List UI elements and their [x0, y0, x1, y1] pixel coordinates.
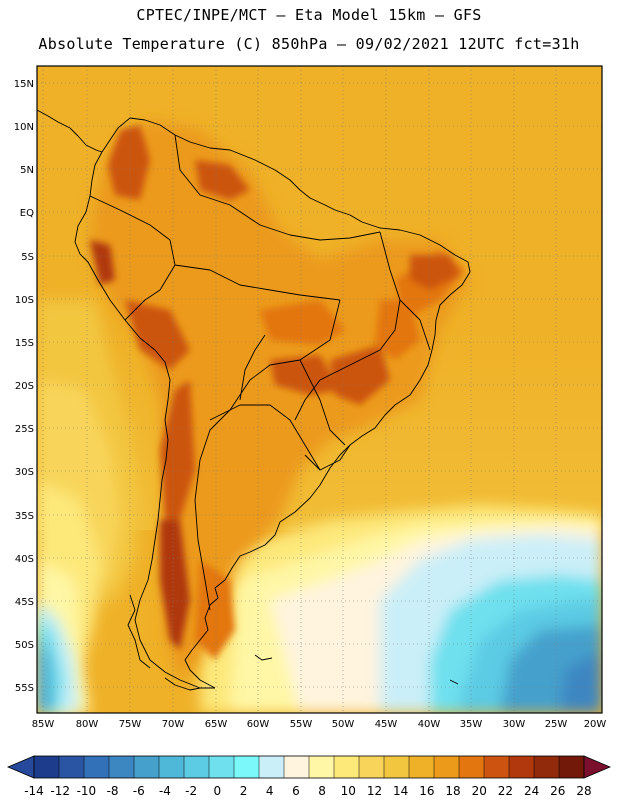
- colorbar-label: 24: [524, 784, 539, 798]
- lat-label: 50S: [15, 640, 34, 651]
- lat-label: 30S: [15, 467, 34, 478]
- colorbar-swatch: [209, 756, 235, 778]
- colorbar-swatch: [484, 756, 510, 778]
- lat-label: 10N: [14, 122, 34, 133]
- lon-label: 20W: [584, 719, 607, 730]
- lon-label: 45W: [375, 719, 398, 730]
- colorbar-swatch: [409, 756, 435, 778]
- colorbar-label: 18: [445, 784, 460, 798]
- colorbar-swatch: [59, 756, 85, 778]
- colorbar-label: -2: [185, 784, 197, 798]
- lat-label: 15S: [15, 338, 34, 349]
- lat-label: 40S: [15, 554, 34, 565]
- temperature-field: [37, 66, 602, 713]
- longitude-axis: 85W 80W 75W 70W 65W 60W 55W 50W 45W 40W …: [32, 719, 607, 730]
- colorbar-swatch: [184, 756, 210, 778]
- lat-label: 25S: [15, 424, 34, 435]
- colorbar: -14 -12 -10 -8 -6 -4 -2 0 2 4 6 8 10 12 14 16 18 20 22 24 26…: [6, 755, 612, 798]
- map-frame: [36, 65, 603, 714]
- colorbar-swatch: [259, 756, 285, 778]
- colorbar-label: 0: [214, 784, 222, 798]
- colorbar-swatch: [234, 756, 260, 778]
- lon-label: 75W: [119, 719, 142, 730]
- colorbar-label: -14: [24, 784, 44, 798]
- colorbar-label: 28: [576, 784, 591, 798]
- colorbar-label: 6: [292, 784, 300, 798]
- colorbar-label: -4: [159, 784, 171, 798]
- lat-label: 55S: [15, 683, 34, 694]
- lat-label: 35S: [15, 511, 34, 522]
- colorbar-label: -6: [133, 784, 145, 798]
- colorbar-label: 10: [341, 784, 356, 798]
- colorbar-label: 12: [367, 784, 382, 798]
- lon-label: 35W: [460, 719, 483, 730]
- colorbar-under-triangle: [6, 755, 35, 779]
- lat-label: 20S: [15, 381, 34, 392]
- colorbar-label: 20: [472, 784, 487, 798]
- colorbar-label: -8: [107, 784, 119, 798]
- lon-label: 80W: [76, 719, 99, 730]
- colorbar-swatch: [134, 756, 160, 778]
- colorbar-label: 4: [266, 784, 274, 798]
- colorbar-swatch: [334, 756, 360, 778]
- colorbar-over-triangle: [583, 755, 612, 779]
- lon-label: 25W: [545, 719, 568, 730]
- colorbar-swatch: [34, 756, 60, 778]
- colorbar-swatch: [459, 756, 485, 778]
- colorbar-label: 16: [419, 784, 434, 798]
- colorbar-swatch: [534, 756, 560, 778]
- lon-label: 40W: [418, 719, 441, 730]
- colorbar-swatch: [359, 756, 385, 778]
- colorbar-label: -10: [77, 784, 97, 798]
- colorbar-swatch: [559, 756, 585, 778]
- coastline: [37, 109, 471, 691]
- lat-label: 5N: [20, 165, 34, 176]
- colorbar-label: 14: [393, 784, 408, 798]
- colorbar-swatch: [159, 756, 185, 778]
- lon-label: 55W: [290, 719, 313, 730]
- colorbar-swatch: [309, 756, 335, 778]
- colorbar-swatch: [384, 756, 410, 778]
- map-title-line-2: Absolute Temperature (C) 850hPa — 09/02/…: [38, 35, 580, 53]
- latitude-axis: 15N 10N 5N EQ 5S 10S 15S 20S 25S 30S 35S…: [14, 79, 34, 694]
- colorbar-label: 2: [240, 784, 248, 798]
- lat-label: 15N: [14, 79, 34, 90]
- lat-label: EQ: [20, 208, 34, 219]
- lon-label: 60W: [247, 719, 270, 730]
- colorbar-label: 22: [498, 784, 513, 798]
- colorbar-swatch: [509, 756, 535, 778]
- lon-label: 70W: [162, 719, 185, 730]
- colorbar-swatch: [84, 756, 110, 778]
- colorbar-label: 26: [550, 784, 565, 798]
- lon-label: 50W: [332, 719, 355, 730]
- colorbar-swatch: [284, 756, 310, 778]
- lat-label: 10S: [15, 295, 34, 306]
- map-title-line-1: CPTEC/INPE/MCT — Eta Model 15km — GFS: [136, 6, 482, 24]
- lon-label: 85W: [32, 719, 55, 730]
- lon-label: 65W: [205, 719, 228, 730]
- colorbar-label: 8: [318, 784, 326, 798]
- colorbar-label: -12: [50, 784, 70, 798]
- lon-label: 30W: [503, 719, 526, 730]
- colorbar-swatch: [109, 756, 135, 778]
- lat-label: 45S: [15, 597, 34, 608]
- colorbar-swatch: [434, 756, 460, 778]
- lat-label: 5S: [21, 252, 34, 263]
